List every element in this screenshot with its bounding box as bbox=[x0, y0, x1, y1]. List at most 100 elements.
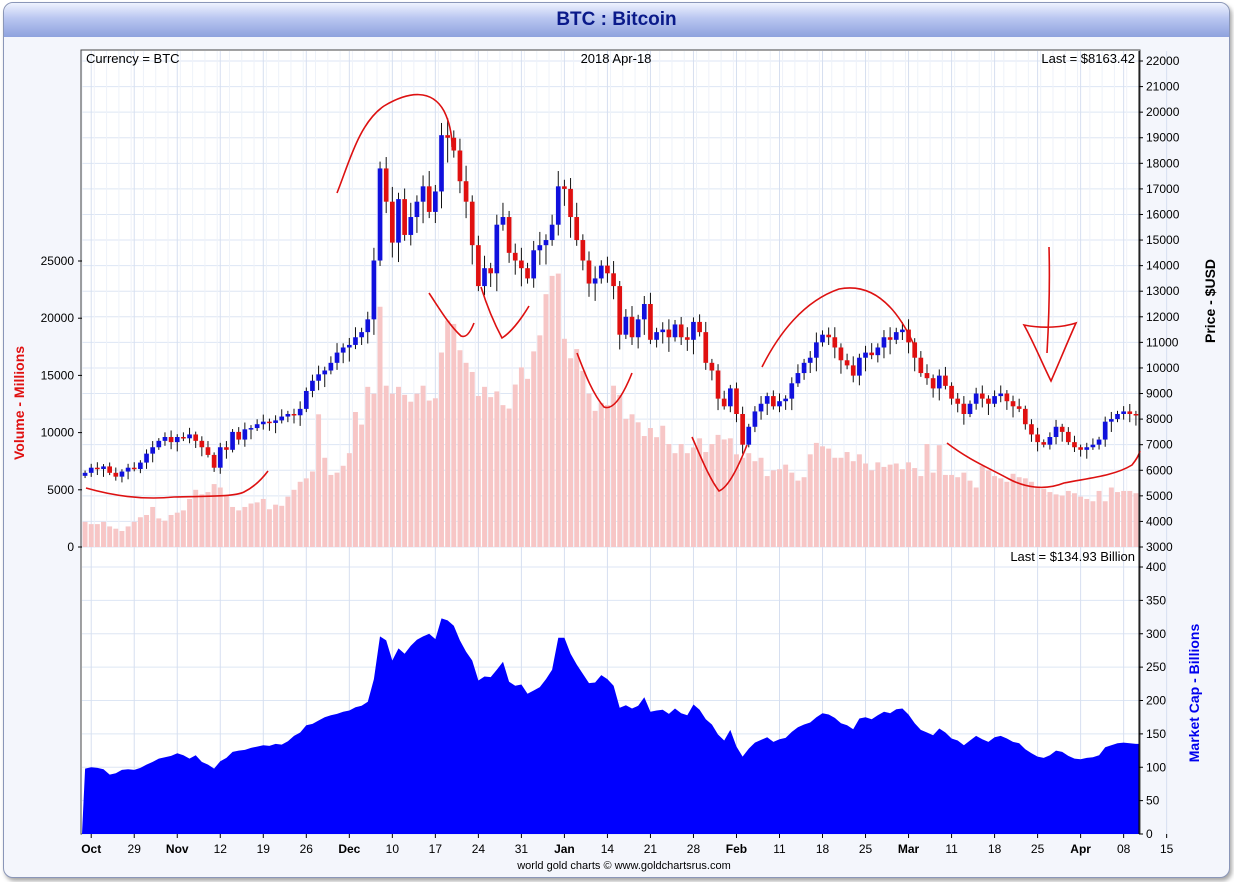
date-tick-label: 08 bbox=[1117, 842, 1131, 856]
market-cap-tick-label: 200 bbox=[1146, 694, 1166, 708]
candle-body bbox=[1115, 413, 1120, 420]
candle-body bbox=[715, 370, 721, 399]
candle-body bbox=[746, 426, 752, 445]
price-tick-label: 6000 bbox=[1146, 463, 1173, 477]
price-tick-label: 8000 bbox=[1146, 412, 1173, 426]
candle-body bbox=[574, 217, 580, 241]
volume-bar bbox=[334, 472, 340, 547]
candle-body bbox=[125, 467, 131, 472]
volume-bar bbox=[826, 448, 832, 547]
candle-body bbox=[1096, 439, 1102, 445]
volume-bar bbox=[1072, 493, 1077, 547]
volume-bar bbox=[408, 401, 414, 547]
volume-bar bbox=[316, 414, 322, 547]
volume-bar bbox=[992, 476, 998, 547]
candle-body bbox=[119, 471, 125, 477]
candle-body bbox=[568, 188, 573, 218]
candle-body bbox=[1029, 424, 1034, 435]
candle-body bbox=[205, 447, 211, 455]
candle-body bbox=[340, 347, 346, 353]
candle-body bbox=[101, 466, 106, 469]
market-cap-area-path bbox=[82, 618, 1139, 834]
candle-body bbox=[660, 329, 666, 333]
candle-body bbox=[955, 398, 961, 404]
candle-body bbox=[912, 342, 918, 358]
market-cap-tick-label: 50 bbox=[1146, 794, 1160, 808]
date-tick-label: 17 bbox=[429, 842, 443, 856]
date-tick-label: Feb bbox=[726, 842, 747, 856]
price-tick-label: 22000 bbox=[1146, 54, 1180, 68]
candle-body bbox=[1035, 434, 1040, 443]
volume-bar bbox=[881, 466, 887, 547]
annotation-curve-dec-top bbox=[336, 93, 453, 194]
candle-body bbox=[691, 321, 696, 340]
candle-body bbox=[310, 380, 315, 391]
candle-body bbox=[973, 393, 979, 404]
candle-body bbox=[592, 278, 598, 284]
volume-bar bbox=[180, 510, 186, 547]
candle-body bbox=[783, 398, 788, 402]
volume-bar bbox=[666, 444, 672, 547]
date-tick-label: 29 bbox=[128, 842, 142, 856]
price-tick-label: 16000 bbox=[1146, 207, 1180, 221]
volume-bar bbox=[543, 294, 549, 547]
annotation-curve-jan-dip bbox=[576, 352, 633, 409]
candle-body bbox=[598, 265, 604, 279]
annotation-arrow-head bbox=[1022, 321, 1078, 383]
date-tick-label: 31 bbox=[515, 842, 529, 856]
volume-bar bbox=[912, 468, 918, 547]
volume-bar bbox=[340, 465, 346, 547]
volume-bar bbox=[500, 405, 506, 547]
volume-bar bbox=[94, 524, 100, 547]
volume-bar bbox=[242, 506, 248, 547]
title-bar: BTC : Bitcoin bbox=[4, 3, 1229, 37]
date-tick-label: 10 bbox=[386, 842, 400, 856]
candle-body bbox=[107, 466, 112, 473]
volume-bar bbox=[629, 414, 635, 547]
volume-bar bbox=[623, 418, 629, 547]
candle-body bbox=[1016, 406, 1022, 409]
volume-axis-title: Volume - Millions bbox=[11, 346, 27, 460]
volume-bar bbox=[285, 496, 291, 547]
volume-bar bbox=[838, 457, 844, 547]
candle-body bbox=[875, 347, 881, 356]
volume-bar bbox=[641, 436, 647, 547]
candle-body bbox=[967, 403, 973, 414]
candle-body bbox=[586, 260, 592, 284]
candle-body bbox=[181, 437, 186, 439]
volume-bar bbox=[488, 397, 494, 547]
candle-body bbox=[961, 403, 967, 414]
volume-bar bbox=[291, 489, 297, 547]
volume-bar bbox=[1102, 501, 1108, 547]
volume-bar bbox=[820, 446, 825, 547]
volume-bar bbox=[1010, 473, 1016, 547]
candle-body bbox=[887, 337, 893, 340]
candle-body bbox=[992, 396, 997, 404]
volume-bar bbox=[998, 478, 1004, 547]
chart-canvas: 3000400050006000700080009000100001100012… bbox=[11, 49, 1218, 872]
volume-bar bbox=[475, 395, 481, 547]
candle-body bbox=[242, 429, 248, 440]
annotation-curve-apr-bottom bbox=[946, 442, 1141, 489]
candle-body bbox=[734, 388, 739, 414]
candle-body bbox=[629, 316, 635, 338]
price-tick-label: 18000 bbox=[1146, 156, 1180, 170]
candle-body bbox=[303, 390, 309, 409]
volume-bar bbox=[1096, 490, 1102, 547]
candle-body bbox=[549, 224, 555, 241]
candle-body bbox=[476, 245, 481, 287]
volume-bar bbox=[672, 453, 678, 547]
candle-body bbox=[623, 316, 629, 335]
candle-body bbox=[924, 373, 930, 379]
candle-body bbox=[322, 370, 328, 375]
candle-body bbox=[666, 329, 672, 338]
volume-bar bbox=[635, 422, 641, 547]
candle-body bbox=[936, 375, 942, 389]
candle-body bbox=[752, 411, 758, 427]
date-tick-label: 18 bbox=[816, 842, 830, 856]
candle-body bbox=[844, 360, 850, 366]
volume-bar bbox=[561, 338, 567, 547]
candle-body bbox=[555, 186, 561, 225]
volume-bar bbox=[525, 378, 530, 547]
candle-body bbox=[396, 199, 401, 243]
